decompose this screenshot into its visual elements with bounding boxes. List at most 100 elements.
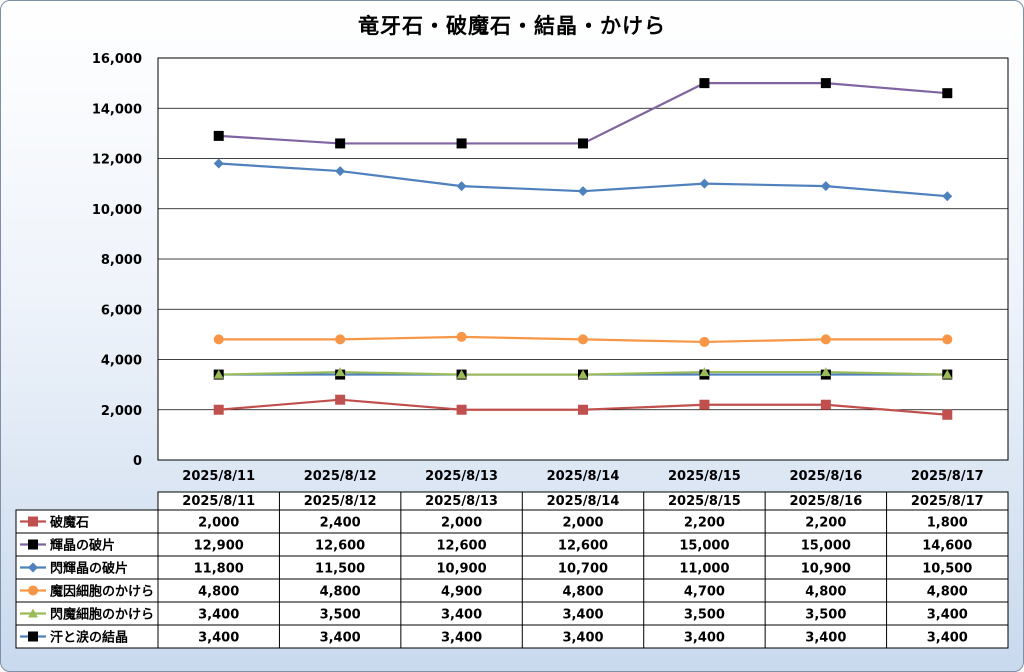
x-tick-label: 2025/8/15 (668, 469, 741, 484)
data-point (335, 138, 346, 149)
data-point (578, 138, 588, 149)
legend-marker-key (28, 608, 38, 618)
data-point (578, 369, 588, 379)
x-tick-label: 2025/8/12 (304, 469, 377, 484)
y-tick-label: 4,000 (101, 354, 142, 369)
data-point (699, 78, 710, 89)
x-tick-label: 2025/8/16 (789, 469, 862, 484)
data-label: 15,000 (801, 539, 851, 554)
data-label: 11,500 (315, 562, 365, 577)
data-label: 3,400 (562, 631, 603, 646)
data-point (213, 334, 224, 345)
data-label: 3,400 (684, 631, 725, 646)
data-point (213, 369, 224, 379)
data-label: 1,800 (927, 516, 968, 531)
data-point (820, 334, 831, 345)
data-point (578, 404, 588, 415)
data-label: 4,900 (441, 585, 482, 600)
data-point (456, 331, 467, 342)
data-point (335, 367, 346, 377)
y-tick-label: 0 (133, 454, 142, 469)
data-label: 3,400 (320, 631, 361, 646)
data-label: 12,600 (558, 539, 608, 554)
x-tick-label: 2025/8/11 (182, 469, 255, 484)
data-point (335, 394, 346, 405)
data-label: 3,500 (805, 608, 846, 623)
y-tick-label: 8,000 (101, 253, 142, 268)
data-label: 3,500 (320, 608, 361, 623)
data-label: 2,200 (805, 516, 846, 531)
data-label: 4,800 (805, 585, 846, 600)
data-point (699, 367, 710, 377)
data-label: 14,600 (922, 539, 972, 554)
legend-series-label: 魔因細胞のかけら (50, 584, 154, 600)
legend-series-label: 破魔石 (50, 515, 89, 531)
data-label: 2,200 (684, 516, 725, 531)
data-label: 2,000 (562, 516, 603, 531)
legend-series-label: 汗と涙の結晶 (50, 630, 128, 646)
data-label: 4,800 (320, 585, 361, 600)
y-tick-label: 12,000 (92, 153, 142, 168)
table-header-cell: 2025/8/17 (911, 494, 984, 509)
data-point (578, 186, 588, 197)
data-label: 15,000 (679, 539, 729, 554)
data-label: 4,800 (198, 585, 239, 600)
data-label: 10,900 (801, 562, 851, 577)
legend-marker-key (28, 516, 38, 527)
table-header-cell: 2025/8/13 (425, 494, 498, 509)
legend-marker-key (28, 585, 38, 596)
table-header-cell: 2025/8/16 (789, 494, 862, 509)
data-label: 3,400 (927, 608, 968, 623)
y-tick-label: 14,000 (92, 102, 142, 117)
y-tick-label: 16,000 (92, 52, 142, 67)
data-label: 4,800 (562, 585, 603, 600)
data-label: 3,400 (562, 608, 603, 623)
data-label: 4,700 (684, 585, 725, 600)
data-point (335, 334, 346, 345)
legend-marker-key (28, 539, 38, 550)
data-point (213, 130, 224, 141)
data-point (942, 334, 953, 345)
data-point (335, 166, 346, 177)
data-label: 12,600 (315, 539, 365, 554)
data-point (820, 78, 831, 89)
table-header-cell: 2025/8/14 (547, 494, 620, 509)
data-label: 3,400 (805, 631, 846, 646)
data-point (942, 191, 953, 202)
data-label: 12,600 (436, 539, 486, 554)
data-point (820, 181, 831, 192)
data-label: 2,400 (320, 516, 361, 531)
y-tick-label: 2,000 (101, 404, 142, 419)
data-point (456, 404, 467, 415)
data-point (213, 158, 224, 169)
data-label: 3,400 (441, 608, 482, 623)
data-point (942, 88, 953, 99)
data-label: 11,800 (194, 562, 244, 577)
data-point (942, 409, 953, 420)
table-header-cell: 2025/8/12 (304, 494, 377, 509)
y-tick-label: 6,000 (101, 303, 142, 318)
data-point (213, 404, 224, 415)
data-label: 10,500 (922, 562, 972, 577)
data-label: 3,400 (198, 631, 239, 646)
data-point (456, 138, 467, 149)
data-point (820, 399, 831, 410)
x-tick-label: 2025/8/14 (547, 469, 620, 484)
data-label: 3,400 (198, 608, 239, 623)
data-label: 2,000 (441, 516, 482, 531)
table-header-cell: 2025/8/11 (182, 494, 255, 509)
legend-series-label: 輝晶の破片 (50, 538, 115, 554)
data-label: 3,500 (684, 608, 725, 623)
data-label: 3,400 (927, 631, 968, 646)
legend-marker-key (28, 631, 38, 642)
x-tick-label: 2025/8/13 (425, 469, 498, 484)
data-label: 2,000 (198, 516, 239, 531)
y-tick-label: 10,000 (92, 203, 142, 218)
data-label: 12,900 (194, 539, 244, 554)
x-tick-label: 2025/8/17 (911, 469, 984, 484)
data-point (578, 334, 588, 345)
legend-series-label: 閃魔細胞のかけら (50, 607, 154, 623)
data-label: 3,400 (441, 631, 482, 646)
data-label: 10,700 (558, 562, 608, 577)
data-table (157, 491, 1009, 649)
